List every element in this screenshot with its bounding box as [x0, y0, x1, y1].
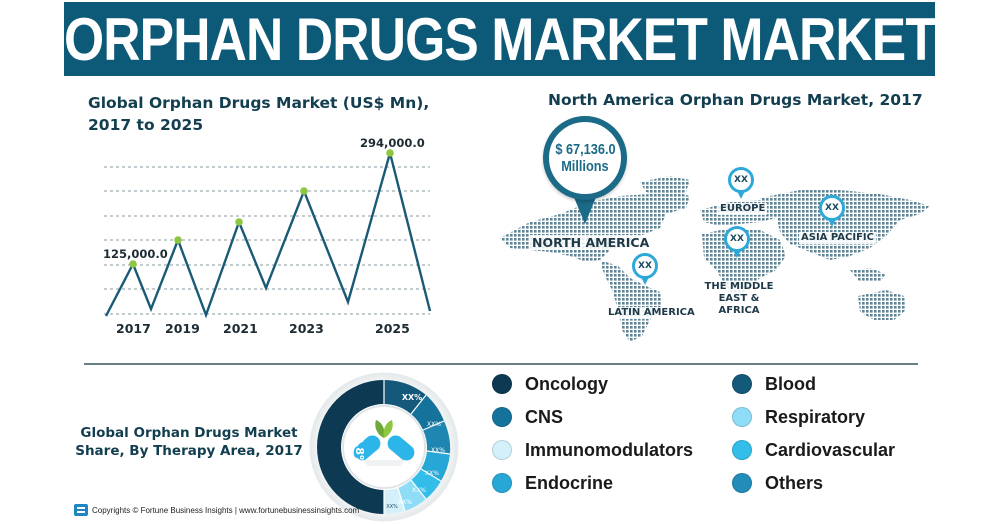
- copyright-text: Copyrights © Fortune Business Insights |…: [92, 505, 360, 515]
- legend-item-oncology: Oncology: [492, 374, 732, 394]
- line-chart-title: Global Orphan Drugs Market (US$ Mn), 201…: [88, 94, 430, 134]
- therapy-legend: Oncology Blood CNS Respiratory Immunomod…: [492, 374, 912, 493]
- segment-label: XX%: [402, 393, 422, 402]
- svg-text:XX%: XX%: [398, 499, 412, 506]
- latin-america-pin[interactable]: XX: [632, 253, 658, 287]
- svg-text:XX%: XX%: [425, 470, 439, 477]
- year-label: 2019: [165, 321, 200, 336]
- share-title: Global Orphan Drugs Market Share, By The…: [75, 425, 303, 459]
- legend-swatch: [492, 440, 512, 460]
- legend-item-respiratory: Respiratory: [732, 407, 912, 427]
- section-divider: [84, 363, 918, 365]
- line-chart: 125,000.0 294,000.0 2017 2019 2021 2023 …: [103, 136, 432, 336]
- segment-blood: [384, 380, 426, 414]
- region-label-middle-east-africa: THE MIDDLE EAST & AFRICA: [698, 281, 780, 317]
- year-label: 2025: [375, 321, 410, 336]
- gridlines: [104, 166, 430, 315]
- market-line: [104, 148, 432, 319]
- segment-oncology: [317, 380, 384, 514]
- asia-pacific-pin[interactable]: XX: [819, 195, 845, 229]
- north-america-pin[interactable]: $ 67,136.0 Millions: [543, 116, 627, 228]
- segment-respiratory: [398, 480, 426, 511]
- year-label: 2017: [116, 321, 151, 336]
- year-label: 2021: [223, 321, 258, 336]
- legend-swatch: [492, 374, 512, 394]
- legend-item-immunomodulators: Immunomodulators: [492, 440, 732, 460]
- legend-swatch: [492, 407, 512, 427]
- map-title: North America Orphan Drugs Market, 2017: [548, 91, 923, 109]
- legend-swatch: [492, 473, 512, 493]
- region-label-latin-america: LATIN AMERICA: [606, 307, 697, 319]
- region-label-asia-pacific: ASIA PACIFIC: [799, 232, 876, 244]
- legend-item-blood: Blood: [732, 374, 912, 394]
- legend-swatch: [732, 440, 752, 460]
- legend-swatch: [732, 473, 752, 493]
- svg-text:XX%: XX%: [412, 487, 426, 494]
- europe-pin[interactable]: XX: [728, 167, 754, 201]
- segment-endocrine: [421, 451, 450, 481]
- page-title: ORPHAN DRUGS MARKET MARKET: [63, 5, 936, 73]
- legend-item-others: Others: [732, 473, 912, 493]
- legend-item-cardiovascular: Cardiovascular: [732, 440, 912, 460]
- legend-swatch: [732, 374, 752, 394]
- svg-text:XX%: XX%: [431, 447, 445, 454]
- segment-others: [423, 421, 451, 454]
- region-label-north-america: NORTH AMERICA: [530, 235, 652, 250]
- svg-text:XX%: XX%: [427, 421, 441, 428]
- region-label-europe: EUROPE: [718, 203, 768, 215]
- oncology-share-label: 49.8%: [353, 428, 366, 466]
- last-value-label: 294,000.0: [360, 136, 425, 150]
- year-label: 2023: [289, 321, 324, 336]
- north-america-unit: Millions: [561, 158, 609, 175]
- north-america-value: $ 67,136.0: [554, 141, 616, 158]
- copyright-footer: Copyrights © Fortune Business Insights |…: [74, 504, 359, 516]
- fortune-business-insights-logo-icon: [74, 504, 88, 516]
- first-value-label: 125,000.0: [103, 247, 168, 261]
- therapy-share-donut: 49.8% XX% XX% XX% XX% XX% XX% XX%: [309, 372, 459, 522]
- legend-item-cns: CNS: [492, 407, 732, 427]
- svg-text:XX%: XX%: [386, 504, 398, 510]
- capsule-icon: [353, 420, 415, 466]
- legend-item-endocrine: Endocrine: [492, 473, 732, 493]
- title-banner: ORPHAN DRUGS MARKET MARKET: [63, 2, 936, 76]
- peak-markers: [129, 149, 394, 268]
- legend-swatch: [732, 407, 752, 427]
- middle-east-africa-pin[interactable]: XX: [724, 226, 750, 260]
